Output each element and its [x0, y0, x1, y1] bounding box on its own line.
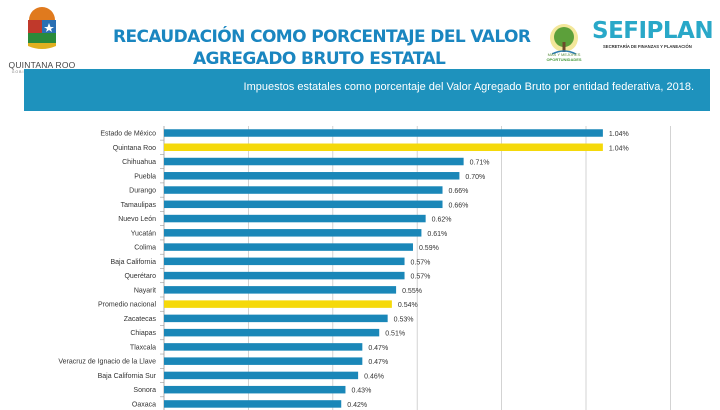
value-label: 0.46% [364, 373, 384, 380]
value-label: 0.59% [419, 245, 439, 252]
bar-sonora [164, 385, 346, 394]
category-label: Chihuahua [122, 159, 156, 166]
value-label: 0.57% [411, 259, 431, 266]
category-label: Zacatecas [124, 316, 157, 323]
bar-promedio-nacional [164, 300, 392, 308]
value-label: 1.04% [609, 131, 629, 138]
bar-chiapas [164, 328, 380, 337]
value-label: 0.47% [368, 345, 388, 352]
value-label: 1.04% [609, 145, 629, 152]
page-title-line2: AGREGADO BRUTO ESTATAL [193, 49, 446, 69]
value-label: 0.71% [470, 160, 490, 167]
value-label: 0.43% [351, 388, 371, 395]
value-label: 0.55% [402, 288, 422, 295]
value-label: 0.70% [465, 174, 485, 181]
category-label: Tamaulipas [121, 202, 157, 209]
category-label: Baja California [110, 259, 156, 266]
bar-chihuahua [164, 157, 464, 166]
category-label: Estado de México [100, 131, 156, 138]
category-label: Baja California Sur [98, 373, 157, 380]
category-label: Oaxaca [132, 401, 156, 408]
bar-yucat-n [164, 229, 422, 237]
bar-puebla [164, 172, 460, 180]
value-label: 0.51% [385, 331, 405, 338]
bar-tamaulipas [164, 200, 443, 209]
value-label: 0.66% [449, 202, 469, 209]
bar-durango [164, 186, 443, 194]
value-label: 0.57% [411, 274, 431, 281]
value-label: 0.47% [368, 359, 388, 366]
category-label: Chiapas [130, 330, 156, 337]
bar-quintana-roo [164, 143, 603, 152]
category-label: Nayarit [134, 287, 156, 294]
bar-zacatecas [164, 314, 388, 323]
value-label: 0.42% [347, 402, 367, 409]
banner-text: Impuestos estatales como porcentaje del … [243, 81, 694, 93]
value-label: 0.54% [398, 302, 418, 309]
category-label: Puebla [134, 173, 156, 180]
category-label: Quintana Roo [113, 145, 156, 152]
bar-tlaxcala [164, 343, 363, 351]
category-label: Veracruz de Ignacio de la Llave [58, 359, 156, 366]
page-title-line1: RECAUDACIÓN COMO PORCENTAJE DEL VALOR [113, 27, 531, 47]
tree-caption-2: OPORTUNIDADES [546, 57, 582, 62]
bar-veracruz-de-ignacio-de-la-llave [164, 357, 363, 365]
bar-colima [164, 243, 413, 251]
category-label: Durango [129, 188, 156, 195]
bar-estado-de-m-xico [164, 129, 603, 137]
category-label: Promedio nacional [98, 302, 156, 309]
category-label: Querétaro [124, 273, 156, 280]
category-label: Colima [134, 245, 156, 252]
category-label: Nuevo León [118, 216, 156, 223]
bar-baja-california-sur [164, 371, 359, 380]
bar-nayarit [164, 286, 397, 294]
sefiplan-logo: SEFIPLAN [592, 18, 714, 44]
tree-icon [550, 24, 578, 55]
subtitle-banner: Impuestos estatales como porcentaje del … [24, 69, 710, 111]
bar-oaxaca [164, 400, 342, 408]
category-label: Tlaxcala [130, 344, 156, 351]
value-label: 0.53% [394, 316, 414, 323]
bar-quer-taro [164, 271, 405, 280]
shield-icon [28, 7, 56, 49]
bar-nuevo-le-n [164, 214, 426, 223]
category-label: Yucatán [131, 230, 156, 237]
value-label: 0.61% [427, 231, 447, 238]
logo-name: QUINTANA ROO [8, 60, 76, 70]
value-label: 0.66% [449, 188, 469, 195]
tree-caption-1: MÁS Y MEJORES [547, 52, 581, 57]
bar-chart: Estado de México 1.04% Quintana Roo 1.04% Ch… [58, 126, 671, 410]
category-label: Sonora [133, 387, 156, 394]
value-label: 0.62% [432, 217, 452, 224]
bar-baja-california [164, 257, 405, 266]
sefiplan-subtitle: SECRETARÍA DE FINANZAS Y PLANEACIÓN [603, 44, 692, 49]
